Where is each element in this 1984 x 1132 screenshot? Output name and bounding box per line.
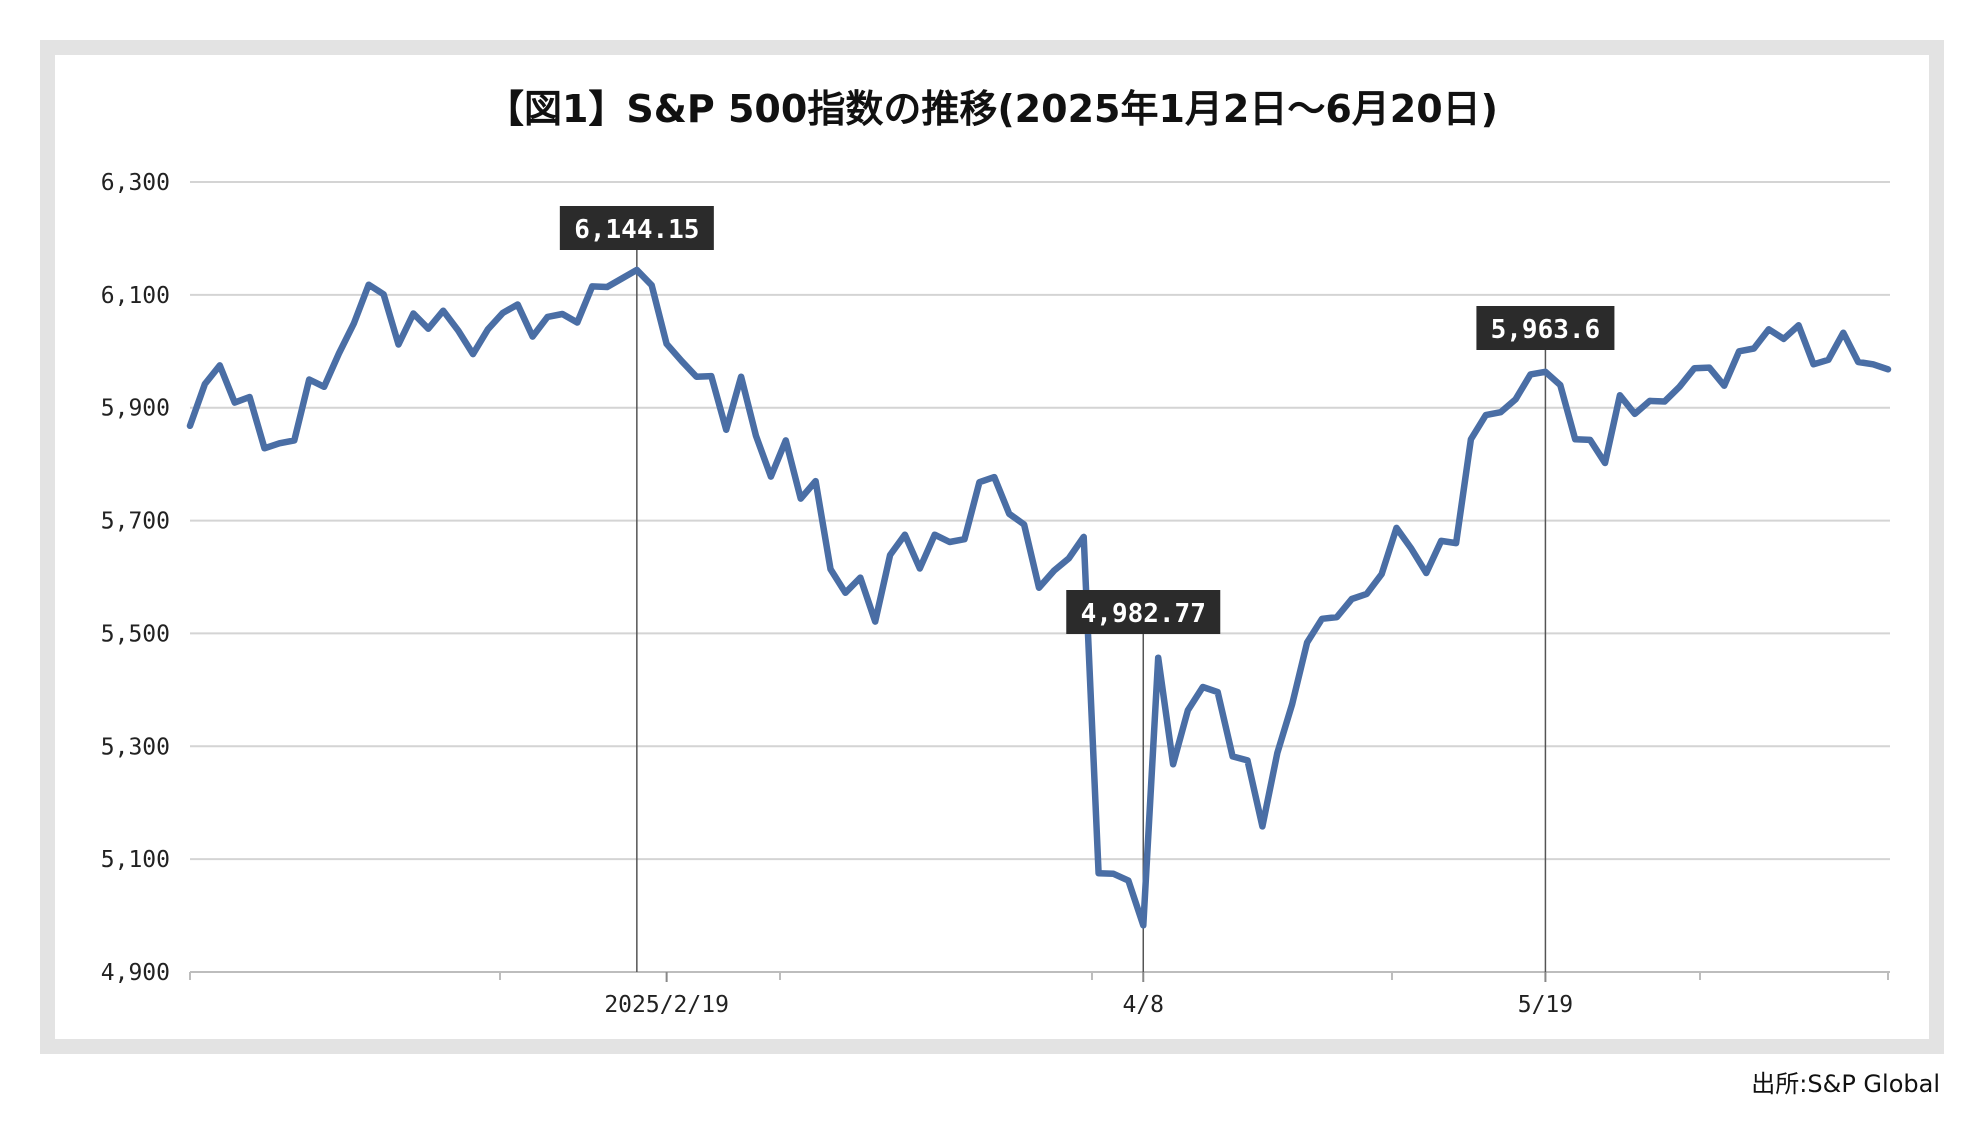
annotation-box bbox=[1476, 306, 1615, 350]
x-tick-label: 2025/2/19 bbox=[604, 992, 729, 1018]
source-note: 出所:S&P Global bbox=[1751, 1070, 1940, 1098]
y-tick-label: 6,100 bbox=[101, 283, 170, 309]
y-axis-ticks: 6,300 6,100 5,900 5,700 5,500 5,300 5,100 4,900 bbox=[101, 170, 170, 986]
y-tick-label: 6,300 bbox=[101, 170, 170, 196]
x-axis: 2025/2/19 4/8 5/19 bbox=[189, 971, 1890, 1018]
gridlines bbox=[190, 181, 1890, 861]
chart-panel bbox=[55, 55, 1929, 1039]
y-tick-label: 5,500 bbox=[101, 621, 170, 647]
series-line bbox=[186, 266, 1892, 929]
x-tick-label: 5/19 bbox=[1518, 992, 1573, 1018]
annotation-label: 5,963.6 bbox=[1491, 315, 1601, 345]
y-tick-label: 5,900 bbox=[101, 396, 170, 422]
series-group bbox=[186, 266, 1892, 929]
x-tick-label: 4/8 bbox=[1122, 992, 1164, 1018]
annotation-label: 4,982.77 bbox=[1081, 599, 1206, 629]
annotation-box bbox=[1066, 590, 1221, 634]
annotation-box bbox=[559, 206, 714, 250]
y-tick-label: 5,700 bbox=[101, 509, 170, 535]
y-tick-label: 5,100 bbox=[101, 847, 170, 873]
y-tick-label: 5,300 bbox=[101, 734, 170, 760]
annotation-callouts: 6,144.15 4,982.77 5,963.6 bbox=[559, 206, 1615, 634]
chart-title: 【図1】S&P 500指数の推移(2025年1月2日〜6月20日) bbox=[485, 87, 1499, 131]
annotation-label: 6,144.15 bbox=[574, 215, 699, 245]
y-tick-label: 4,900 bbox=[101, 960, 170, 986]
